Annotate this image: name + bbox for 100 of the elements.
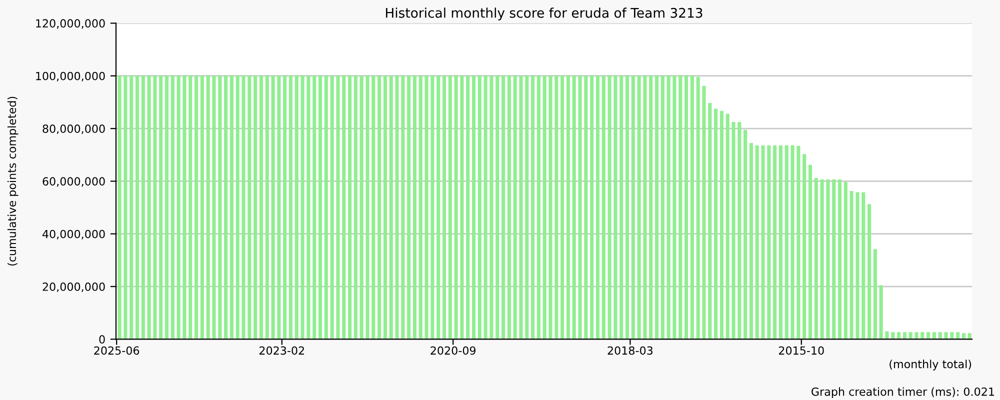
bar xyxy=(614,75,618,340)
bar xyxy=(176,75,180,340)
bar xyxy=(566,75,570,340)
bar xyxy=(897,332,901,340)
bar xyxy=(796,146,800,340)
bar xyxy=(513,75,517,340)
bar xyxy=(660,75,664,340)
bar xyxy=(277,75,281,340)
bar xyxy=(720,110,724,340)
bar xyxy=(784,145,788,340)
bar xyxy=(378,75,382,340)
y-tick-label: 60,000,000 xyxy=(42,177,105,187)
bar xyxy=(230,75,234,340)
bar xyxy=(554,75,558,340)
bar xyxy=(908,332,912,340)
bar xyxy=(360,75,364,340)
bar xyxy=(454,75,458,340)
bar xyxy=(584,75,588,340)
bar xyxy=(188,75,192,340)
x-tick-label: 2020-09 xyxy=(430,346,476,355)
bar xyxy=(732,122,736,340)
y-axis-title: (cumulative points completed) xyxy=(7,96,18,266)
bar xyxy=(726,114,730,340)
bar xyxy=(389,75,393,340)
bar xyxy=(548,75,552,340)
bar xyxy=(938,332,942,340)
bar xyxy=(259,75,263,340)
bar xyxy=(448,75,452,340)
y-tick-label: 20,000,000 xyxy=(42,282,105,292)
bar xyxy=(838,179,842,340)
bar xyxy=(891,332,895,340)
bar xyxy=(159,75,163,340)
bar xyxy=(507,75,511,340)
bar xyxy=(820,179,824,340)
bar xyxy=(306,75,310,340)
bar xyxy=(218,75,222,340)
bar xyxy=(749,143,753,340)
bar xyxy=(224,75,228,340)
bar xyxy=(602,75,606,340)
bar xyxy=(288,75,293,340)
bar xyxy=(472,75,476,340)
bar xyxy=(536,75,540,340)
bar xyxy=(702,86,706,340)
y-tick-label: 0 xyxy=(99,335,105,344)
bar xyxy=(501,75,506,340)
bar xyxy=(572,75,576,340)
bar xyxy=(519,75,523,340)
bar xyxy=(761,145,765,340)
bar xyxy=(135,75,140,340)
bar xyxy=(147,75,151,340)
x-tick-label: 2018-03 xyxy=(608,346,653,355)
bar xyxy=(902,332,906,340)
bar xyxy=(738,122,742,340)
bar xyxy=(466,75,470,340)
bar xyxy=(525,75,529,340)
x-tick-label: 2025-06 xyxy=(94,346,140,355)
bar xyxy=(118,75,122,340)
bar xyxy=(294,75,298,340)
bar xyxy=(832,179,836,340)
bar xyxy=(773,145,777,340)
bar xyxy=(442,75,446,340)
bar xyxy=(873,249,877,340)
bar xyxy=(932,332,936,340)
bar xyxy=(690,75,694,340)
bar xyxy=(342,75,346,340)
bar xyxy=(625,75,630,340)
bar xyxy=(755,145,759,340)
bar xyxy=(542,75,546,340)
bar xyxy=(496,75,500,340)
x-axis-title: (monthly total) xyxy=(890,360,972,370)
bar xyxy=(649,75,653,340)
bar xyxy=(802,154,806,340)
bar xyxy=(460,75,464,340)
bar xyxy=(696,76,700,340)
y-tick-label: 80,000,000 xyxy=(42,124,105,134)
bar xyxy=(862,192,866,340)
bar xyxy=(962,333,966,340)
bar xyxy=(206,75,210,340)
bar xyxy=(395,75,399,340)
chart-title: Historical monthly score for eruda of Team 3213 xyxy=(386,8,702,20)
bar xyxy=(401,75,405,340)
bar xyxy=(578,75,582,340)
x-tick-label: 2015-10 xyxy=(778,346,824,355)
bar xyxy=(212,75,216,340)
bar xyxy=(430,75,434,340)
bar xyxy=(165,75,169,340)
bar xyxy=(194,75,198,340)
bar xyxy=(531,75,535,340)
bar xyxy=(868,204,872,340)
bar xyxy=(124,75,128,340)
text: Graph creation timer (ms): 0.021 xyxy=(812,387,994,398)
bar xyxy=(767,145,771,340)
y-tick-label: 40,000,000 xyxy=(42,230,105,240)
bar xyxy=(484,75,488,340)
bar xyxy=(920,332,924,340)
bar xyxy=(200,75,204,340)
bar xyxy=(248,75,252,340)
bar xyxy=(744,130,748,340)
bar xyxy=(324,75,328,340)
y-tick-label: 100,000,000 xyxy=(36,72,105,82)
